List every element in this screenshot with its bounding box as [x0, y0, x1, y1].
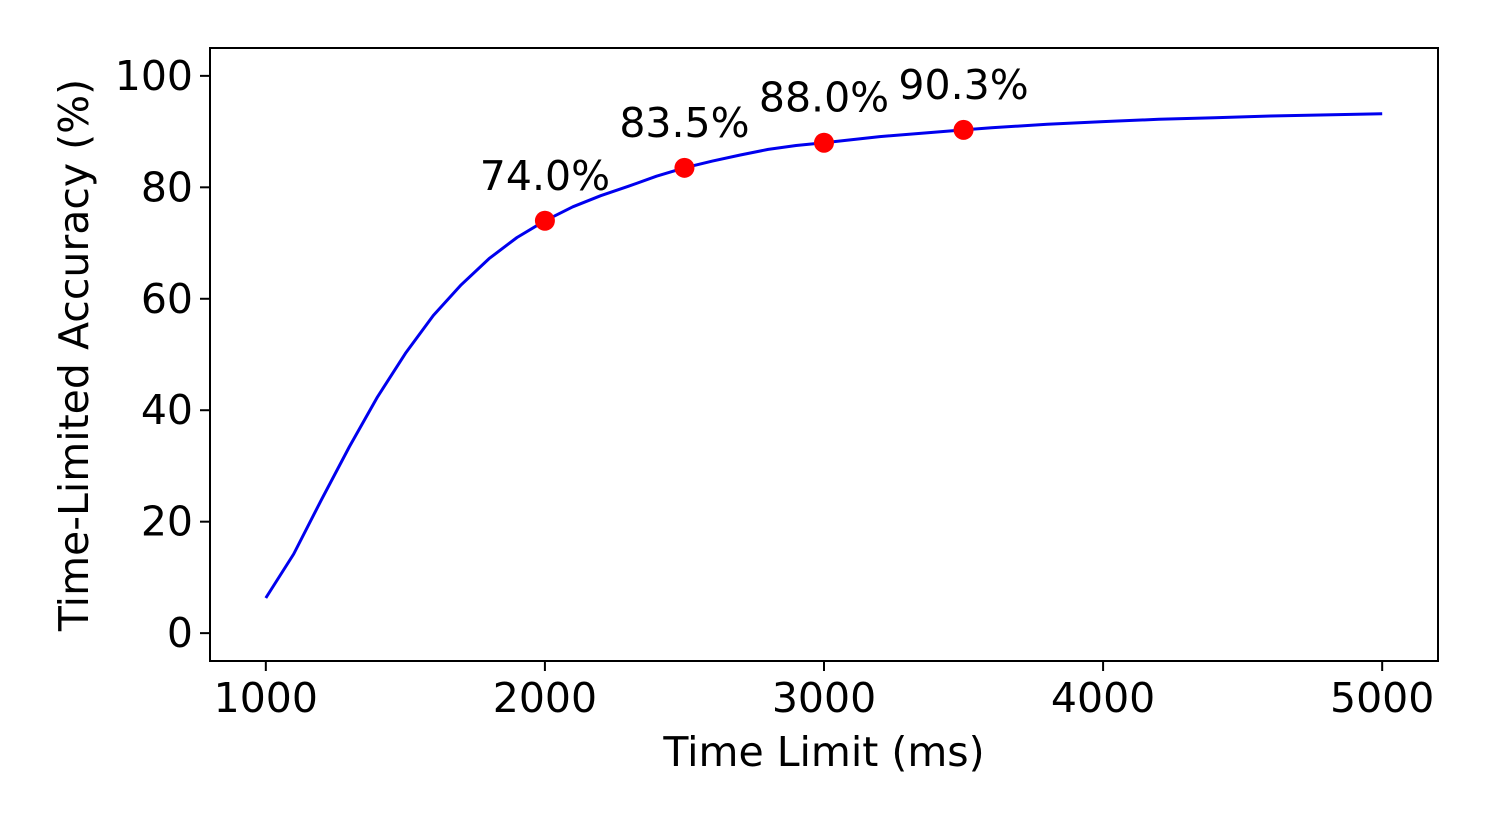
- x-tick-label: 1000: [214, 674, 318, 722]
- y-tick-label: 40: [141, 386, 193, 434]
- y-tick-label: 80: [141, 163, 193, 211]
- highlight-point: [674, 157, 695, 178]
- highlight-point-label: 83.5%: [619, 99, 749, 147]
- y-tick-label: 100: [115, 52, 193, 100]
- accuracy-series-line: [264, 112, 1383, 599]
- x-tick-label: 5000: [1330, 674, 1434, 722]
- y-axis-label: Time-Limited Accuracy (%): [50, 79, 98, 632]
- x-tick-label: 2000: [493, 674, 597, 722]
- highlight-point: [953, 119, 974, 140]
- y-tick-label: 60: [141, 275, 193, 323]
- y-tick-label: 0: [167, 609, 193, 657]
- x-tick-label: 4000: [1051, 674, 1155, 722]
- highlight-point-label: 90.3%: [898, 61, 1028, 109]
- highlight-point: [534, 210, 555, 231]
- x-tick-label: 3000: [772, 674, 876, 722]
- highlight-point: [814, 132, 834, 153]
- highlight-point-label: 88.0%: [759, 74, 889, 122]
- highlight-point-label: 74.0%: [480, 152, 610, 200]
- y-tick-label: 20: [141, 498, 193, 546]
- x-axis-label: Time Limit (ms): [662, 728, 984, 776]
